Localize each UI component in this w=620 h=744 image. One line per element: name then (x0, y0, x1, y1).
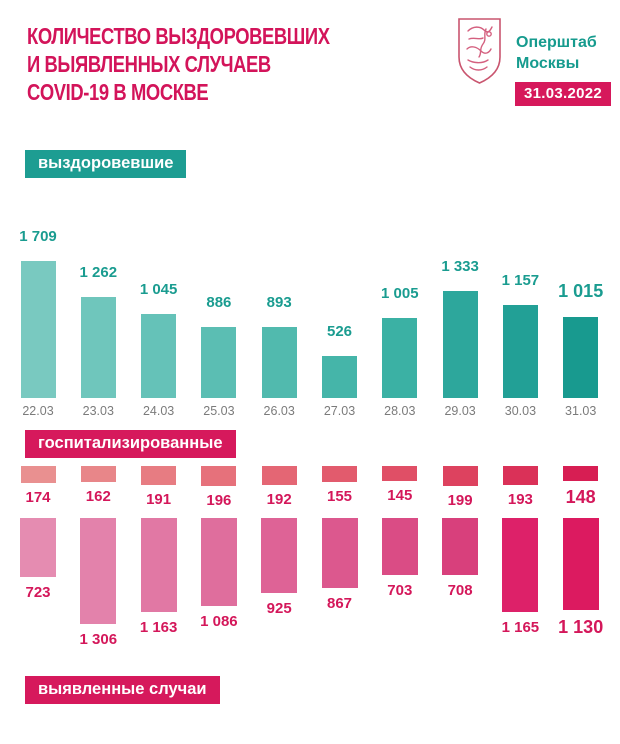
hospitalized-bar (261, 466, 297, 485)
org-name-line1: Оперштаб (516, 34, 597, 51)
hospitalized-value: 191 (146, 491, 172, 508)
section-label-recovered: выздоровевшие (25, 150, 187, 178)
hospitalized-bar (502, 466, 538, 485)
section-label-hospitalized: госпитализированные (25, 430, 236, 458)
date-label: 30.03 (504, 404, 537, 418)
date-label: 27.03 (323, 404, 356, 418)
date-badge: 31.03.2022 (515, 82, 612, 106)
moscow-coat-of-arms-icon (456, 17, 503, 90)
detected-value: 925 (266, 600, 292, 617)
recovered-value: 526 (326, 323, 353, 340)
hospitalized-value: 162 (85, 488, 111, 505)
detected-bar (261, 518, 298, 593)
hospitalized-bar (20, 466, 56, 483)
detected-value: 867 (326, 595, 353, 612)
hospitalized-value: 196 (206, 492, 232, 509)
hospitalized-bar (141, 466, 177, 485)
hospitalized-bar (382, 466, 418, 481)
date-label: 23.03 (82, 404, 114, 418)
hospitalized-value: 174 (25, 489, 51, 506)
detected-value: 703 (387, 582, 413, 599)
recovered-value: 1 045 (139, 281, 178, 298)
detected-bar (442, 518, 479, 575)
detected-bar (381, 518, 418, 575)
hospitalized-bar (80, 466, 116, 482)
detected-bar (140, 518, 177, 612)
hospitalized-value: 193 (507, 491, 533, 508)
date-label: 24.03 (142, 404, 175, 418)
detected-value: 723 (25, 584, 51, 601)
date-label: 25.03 (203, 404, 235, 418)
detected-bar (200, 518, 237, 606)
date-label: 28.03 (384, 404, 416, 418)
recovered-value: 1 157 (501, 272, 540, 289)
date-label: 29.03 (444, 404, 476, 418)
date-label: 22.03 (22, 404, 54, 418)
recovered-bar (141, 314, 177, 398)
recovered-value: 893 (266, 294, 292, 311)
page-title-line1: КОЛИЧЕСТВО ВЫЗДОРОВЕВШИХ (27, 23, 330, 49)
hospitalized-bar (201, 466, 237, 486)
detected-bar (562, 518, 599, 610)
page-title-line3: COVID-19 В МОСКВЕ (27, 79, 209, 105)
hospitalized-bar (563, 466, 599, 481)
org-name: Оперштаб Москвы (516, 32, 597, 74)
recovered-bar (201, 327, 237, 398)
detected-value: 1 306 (79, 631, 118, 648)
hospitalized-bar (322, 466, 357, 482)
detected-value: 1 130 (558, 617, 604, 637)
recovered-bar (20, 261, 56, 398)
recovered-value: 1 262 (79, 264, 118, 281)
detected-value: 708 (447, 582, 473, 599)
recovered-value: 1 333 (441, 258, 479, 275)
recovered-bar (563, 317, 599, 398)
recovered-value: 1 709 (19, 228, 57, 245)
detected-value: 1 086 (200, 613, 238, 630)
hospitalized-value: 145 (387, 487, 413, 504)
recovered-value: 1 015 (558, 281, 604, 301)
detected-bar (502, 518, 539, 612)
recovered-bar (80, 297, 116, 398)
detected-bar (20, 518, 56, 577)
hospitalized-value: 192 (266, 491, 292, 508)
recovered-bar (442, 291, 478, 398)
recovered-value: 1 005 (381, 285, 419, 302)
recovered-bar (502, 305, 538, 398)
date-label: 31.03 (565, 404, 597, 418)
detected-value: 1 165 (501, 619, 540, 636)
hospitalized-value: 199 (447, 492, 473, 509)
recovered-bar (322, 356, 357, 398)
date-label: 26.03 (263, 404, 295, 418)
page-title: КОЛИЧЕСТВО ВЫЗДОРОВЕВШИХ И ВЫЯВЛЕННЫХ СЛ… (27, 22, 330, 106)
hospitalized-value: 148 (565, 487, 596, 507)
section-label-detected: выявленные случаи (25, 676, 220, 704)
recovered-value: 886 (206, 294, 232, 311)
detected-bar (80, 518, 117, 624)
detected-bar (321, 518, 358, 588)
recovered-bar (261, 327, 297, 398)
hospitalized-value: 155 (326, 488, 353, 505)
recovered-bar (382, 318, 418, 398)
detected-value: 1 163 (139, 619, 178, 636)
page-title-line2: И ВЫЯВЛЕННЫХ СЛУЧАЕВ (27, 51, 271, 77)
org-name-line2: Москвы (516, 55, 580, 72)
hospitalized-bar (442, 466, 478, 486)
